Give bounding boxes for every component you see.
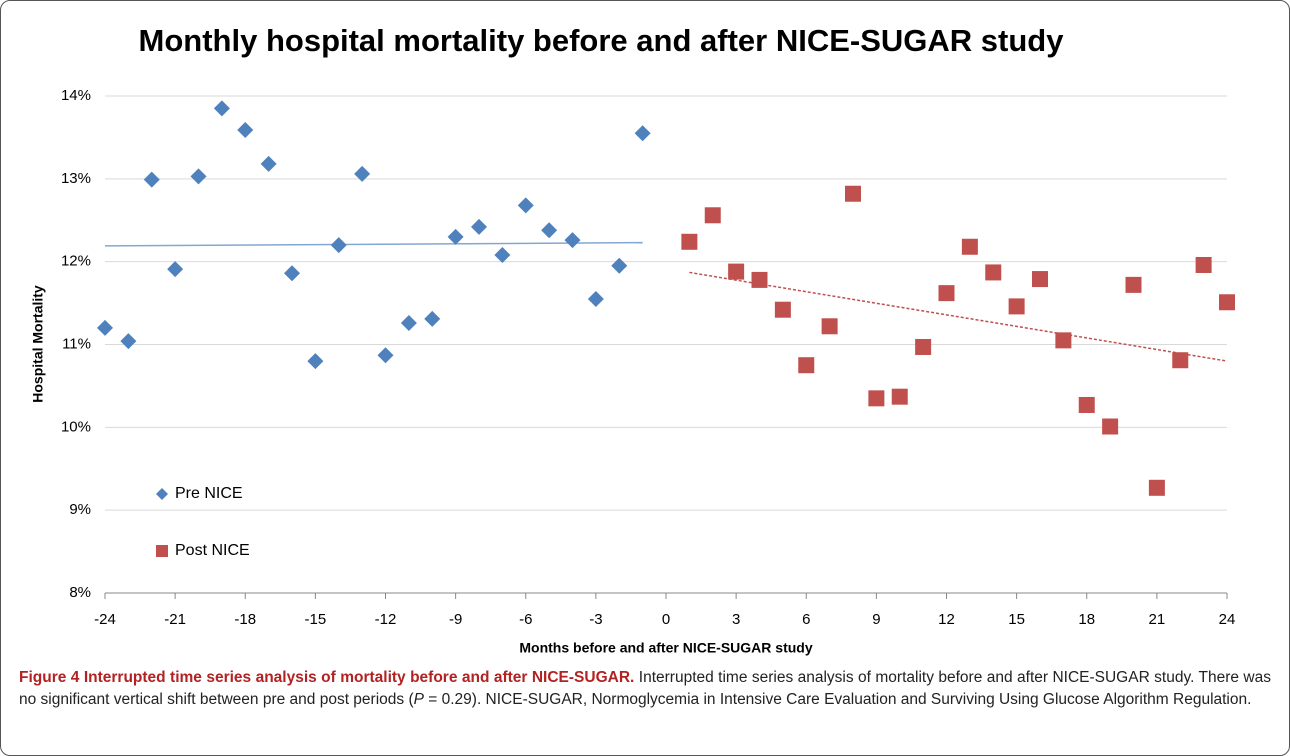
y-tick-label: 10% — [61, 418, 91, 435]
point — [471, 218, 487, 235]
chart-title: Monthly hospital mortality before and af… — [139, 23, 1065, 58]
caption-italic: P — [413, 691, 424, 708]
point — [751, 271, 768, 288]
point — [611, 257, 628, 274]
point — [237, 121, 254, 138]
y-tick-label: 13% — [61, 170, 91, 187]
legend-marker — [156, 488, 168, 500]
x-tick-label: -24 — [94, 611, 116, 628]
caption-title: Figure 4 Interrupted time series analysi… — [19, 669, 635, 686]
legend-label: Pre NICE — [175, 485, 243, 502]
caption-text: Interrupted time series analysis of mort… — [19, 669, 1271, 708]
point — [1008, 298, 1025, 315]
point — [821, 318, 838, 335]
point — [167, 261, 184, 278]
point — [681, 233, 698, 250]
point — [728, 263, 745, 280]
y-axis-label: Hospital Mortality — [30, 285, 46, 403]
point — [377, 347, 394, 364]
y-tick-label: 12% — [61, 253, 91, 270]
point — [634, 125, 651, 142]
x-tick-label: -3 — [589, 611, 602, 628]
point — [284, 265, 300, 282]
point — [494, 247, 511, 264]
point — [1148, 479, 1165, 496]
point — [1195, 256, 1212, 273]
point — [1219, 294, 1235, 311]
x-tick-label: 15 — [1008, 611, 1025, 628]
x-tick-label: 0 — [662, 611, 670, 628]
y-tick-label: 11% — [62, 335, 91, 352]
point — [213, 100, 230, 117]
x-tick-label: 18 — [1078, 611, 1095, 628]
caption-text: = 0.29). NICE-SUGAR, Normoglycemia in In… — [423, 691, 1252, 708]
x-tick-label: -9 — [449, 611, 462, 628]
point — [447, 228, 464, 245]
point — [704, 207, 721, 224]
point — [517, 197, 534, 214]
x-tick-label: 9 — [872, 611, 880, 628]
x-tick-label: -21 — [164, 611, 186, 628]
point — [1125, 276, 1142, 293]
point — [774, 301, 791, 318]
x-tick-label: -6 — [519, 611, 532, 628]
point — [1032, 271, 1048, 288]
x-tick-label: -15 — [305, 611, 327, 628]
point — [985, 264, 1002, 281]
y-tick-label: 14% — [61, 87, 91, 104]
x-tick-label: 21 — [1149, 611, 1166, 628]
legend-marker — [156, 545, 168, 557]
point — [330, 237, 347, 254]
caption: Figure 4 Interrupted time series analysi… — [19, 667, 1271, 711]
y-tick-label: 9% — [69, 501, 91, 518]
point — [190, 168, 207, 185]
point — [307, 353, 324, 370]
point — [400, 314, 417, 331]
y-tick-label: 8% — [69, 584, 91, 601]
point — [541, 222, 558, 239]
point — [1102, 418, 1119, 435]
point — [868, 390, 885, 407]
point — [587, 290, 604, 307]
point — [424, 310, 441, 327]
x-tick-label: 24 — [1219, 611, 1236, 628]
point — [97, 319, 113, 336]
point — [961, 238, 978, 255]
chart: Monthly hospital mortality before and af… — [30, 23, 1236, 656]
x-tick-label: 6 — [802, 611, 810, 628]
trend-line — [104, 241, 643, 247]
point — [1055, 332, 1072, 349]
point — [564, 232, 581, 249]
point — [354, 165, 371, 182]
point — [915, 338, 932, 355]
x-tick-label: -12 — [375, 611, 397, 628]
point — [1172, 352, 1189, 369]
point — [120, 333, 137, 350]
x-axis-label: Months before and after NICE-SUGAR study — [519, 640, 812, 656]
point — [143, 171, 160, 188]
point — [845, 185, 861, 202]
point — [260, 155, 277, 172]
legend-label: Post NICE — [175, 542, 250, 559]
point — [938, 285, 955, 302]
point — [891, 388, 908, 405]
x-tick-label: 12 — [938, 611, 955, 628]
trend-line — [689, 271, 1228, 362]
x-tick-label: -18 — [234, 611, 256, 628]
x-tick-label: 3 — [732, 611, 740, 628]
point — [1078, 396, 1095, 413]
point — [798, 357, 815, 374]
